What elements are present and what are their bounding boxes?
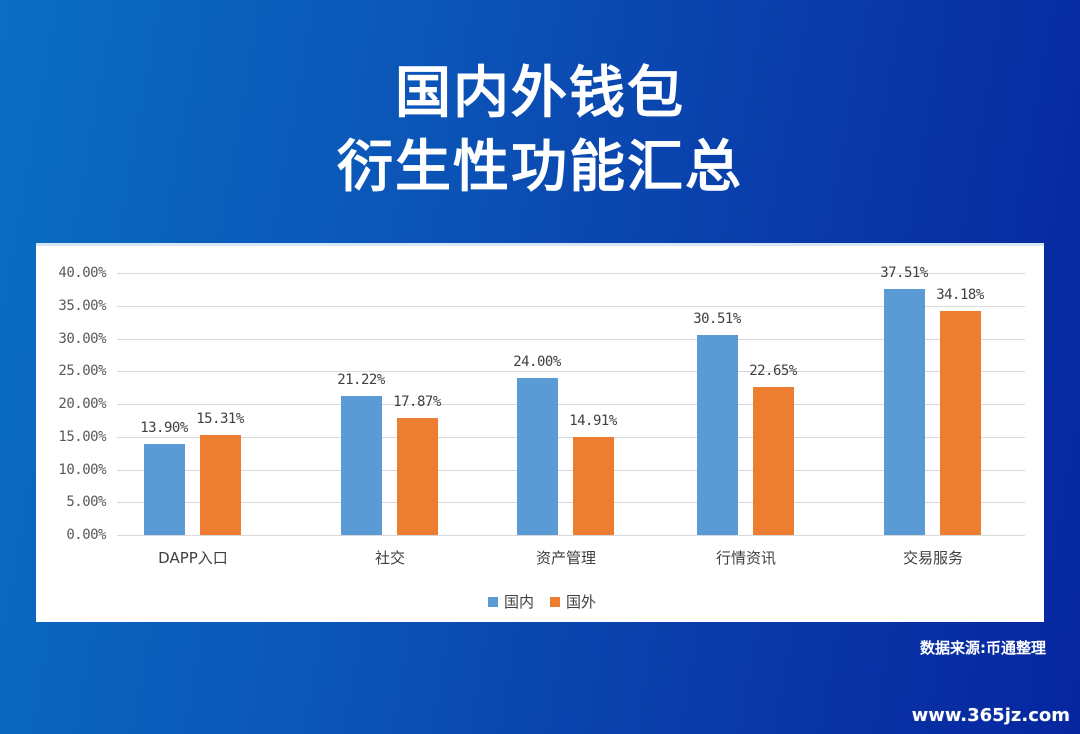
gridline [117,305,1025,307]
gridline [117,502,1025,504]
legend-label-foreign: 国外 [566,593,597,611]
bar-foreign [753,386,794,535]
gridline [117,404,1025,405]
data-label: 21.22% [337,372,385,388]
data-label: 13.90% [140,419,188,436]
y-axis-tick-label: 25.00% [58,363,106,380]
data-label: 22.65% [749,362,797,379]
bar-domestic [697,335,738,535]
gridline [117,535,1025,536]
data-label: 17.87% [393,393,441,410]
bar-foreign [397,417,438,535]
data-label: 15.31% [196,410,244,427]
gridline [117,436,1025,438]
y-axis-tick-label: 5.00% [66,494,106,511]
bar-domestic [144,443,185,535]
y-axis-tick-label: 20.00% [58,396,106,412]
data-label: 37.51% [880,265,928,282]
page-title-line2: 衍生性功能汇总 [337,135,743,200]
y-axis-tick-label: 10.00% [58,461,106,478]
legend-swatch-domestic [488,596,498,607]
gridline [117,469,1025,471]
x-axis-category-label: 行情资讯 [715,549,776,567]
y-axis-tick-label: 40.00% [58,265,106,281]
page-title-line1: 国内外钱包 [395,61,685,126]
data-source-note: 数据来源:币通整理 [920,639,1046,657]
gridline [117,338,1025,340]
legend-swatch-foreign [550,596,561,607]
y-axis-tick-label: 35.00% [58,297,106,314]
gridline [117,371,1025,373]
watermark-url: www.365jz.com [911,705,1070,726]
y-axis-tick-label: 15.00% [58,428,106,445]
y-axis-tick-label: 0.00% [66,527,106,543]
data-label: 24.00% [513,353,561,370]
bar-foreign [573,437,614,535]
bar-foreign [940,311,981,535]
bar-domestic [517,377,558,535]
bar-foreign [200,434,241,535]
data-label: 14.91% [569,413,617,430]
gridline [117,273,1025,274]
data-label: 34.18% [936,287,984,304]
x-axis-category-label: DAPP入口 [158,549,228,567]
chart-legend: 国内 国外 [488,591,596,612]
x-axis-category-label: 社交 [374,549,405,567]
legend-label-domestic: 国内 [504,593,535,611]
x-axis-category-label: 资产管理 [535,549,596,567]
x-axis-category-label: 交易服务 [902,549,963,567]
bar-domestic [884,289,925,535]
bar-domestic [341,396,382,535]
y-axis-tick-label: 30.00% [58,330,106,347]
data-label: 30.51% [693,311,741,328]
